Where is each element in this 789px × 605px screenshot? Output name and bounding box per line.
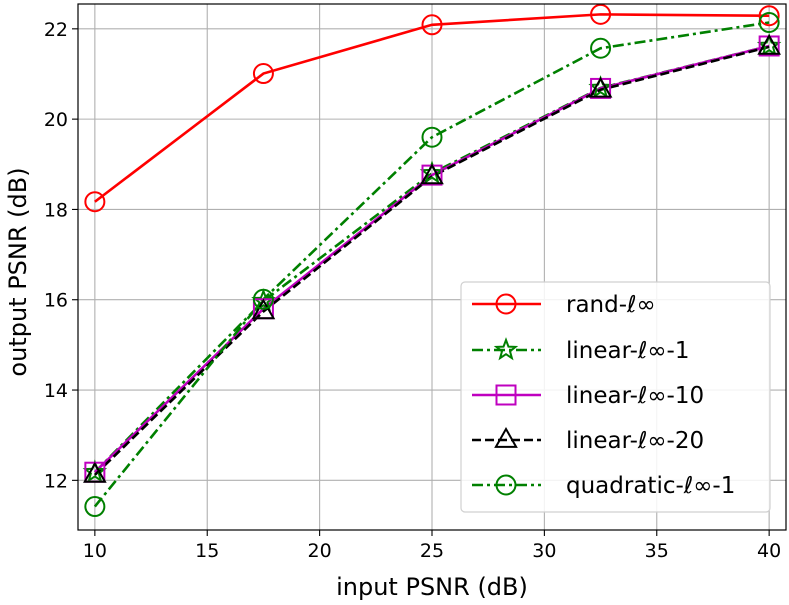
- legend-label: linear-ℓ∞-10: [566, 383, 704, 409]
- legend-label: rand-ℓ∞: [566, 292, 656, 318]
- y-tick-label: 14: [44, 380, 68, 402]
- data-point-marker: [419, 160, 445, 184]
- data-point-marker: [252, 63, 274, 85]
- x-tick-label: 35: [645, 540, 669, 562]
- data-point-marker: [252, 288, 274, 310]
- legend-label: quadratic-ℓ∞-1: [566, 473, 735, 499]
- y-tick-label: 16: [44, 290, 68, 312]
- data-point-marker: [758, 5, 780, 27]
- legend-marker: [495, 293, 517, 315]
- series-line: [93, 21, 770, 508]
- legend-marker: [495, 474, 517, 496]
- legend-box: [460, 281, 771, 513]
- data-point-marker: [82, 459, 108, 483]
- data-point-marker: [756, 33, 782, 57]
- series-line: [94, 13, 770, 203]
- y-tick-label: 12: [44, 470, 68, 492]
- legend-marker: [495, 384, 517, 406]
- x-tick-label: 20: [308, 540, 332, 562]
- legend-label: linear-ℓ∞-1: [566, 338, 689, 364]
- x-tick-label: 40: [757, 540, 781, 562]
- y-tick-label: 22: [44, 19, 68, 41]
- series-markers: [82, 3, 782, 518]
- legend-label: linear-ℓ∞-20: [566, 428, 704, 454]
- data-point-marker: [251, 298, 276, 320]
- data-point-marker: [421, 14, 443, 36]
- data-point-marker: [251, 288, 276, 312]
- x-tick-label: 30: [532, 540, 556, 562]
- y-tick-label: 20: [44, 109, 68, 131]
- data-point-marker: [757, 33, 781, 55]
- series-line: [93, 44, 770, 474]
- data-point-marker: [421, 126, 443, 148]
- axis-ticks: 10 15 20 25 30 35 40 12 14 16 18 20 22: [44, 19, 781, 562]
- x-tick-label: 25: [420, 540, 444, 562]
- data-point-marker: [588, 76, 613, 98]
- y-axis-label: output PSNR (dB): [4, 167, 32, 376]
- x-tick-label: 15: [195, 540, 219, 562]
- x-tick-label: 10: [83, 540, 107, 562]
- legend-marker: [494, 426, 518, 448]
- data-point-marker: [588, 75, 613, 99]
- y-tick-label: 18: [44, 199, 68, 221]
- legend: rand-ℓ∞ linear-ℓ∞-1 linear-ℓ∞-10 linear-ℓ∞-…: [460, 281, 771, 513]
- x-axis-label: input PSNR (dB): [336, 573, 528, 601]
- data-point-marker: [420, 163, 444, 185]
- data-point-marker: [84, 191, 106, 213]
- data-point-marker: [83, 461, 107, 483]
- legend-marker: [493, 337, 519, 361]
- data-point-marker: [84, 496, 106, 518]
- data-point-marker: [758, 12, 780, 34]
- data-point-marker: [590, 37, 612, 59]
- data-point-marker: [590, 3, 612, 25]
